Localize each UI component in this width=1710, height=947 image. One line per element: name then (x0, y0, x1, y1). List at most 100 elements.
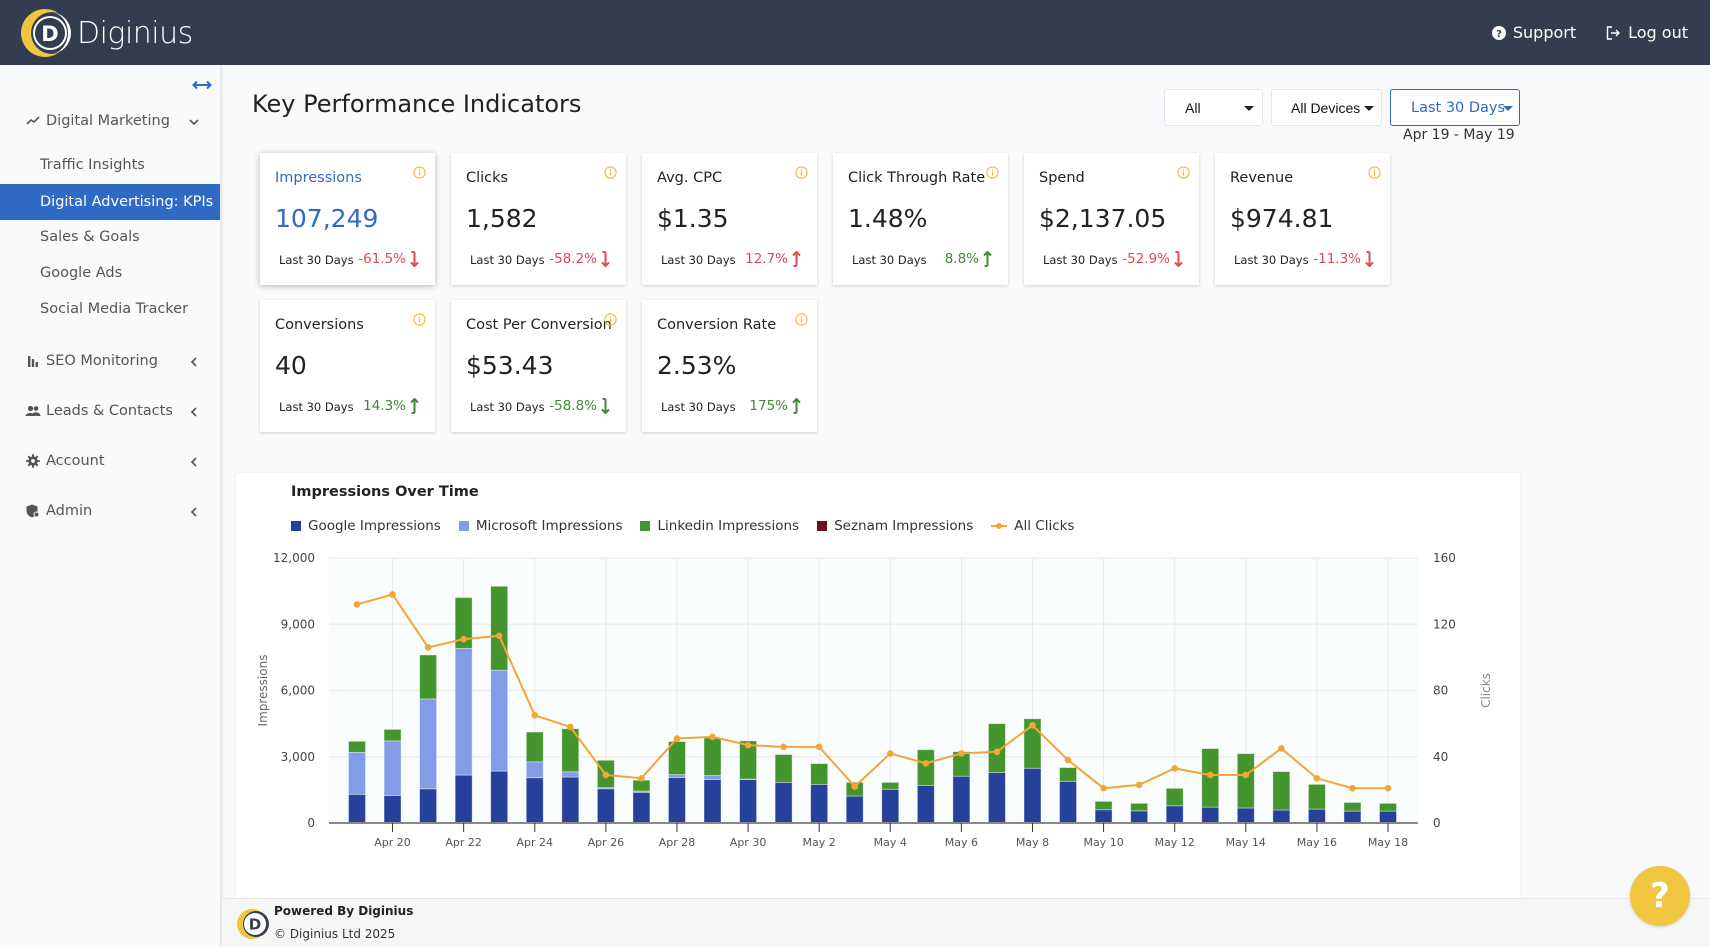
sidebar-item-label: Google Ads (40, 265, 123, 281)
bar-segment-linkedin-impressions (1165, 787, 1184, 807)
sidebar-item-social-media-tracker[interactable]: Social Media Tracker (0, 291, 220, 327)
bar-segment-google-impressions (1094, 809, 1113, 824)
x-tick-label: May 6 (945, 836, 978, 849)
clicks-point (353, 601, 361, 608)
date-period-select[interactable]: Last 30 Days (1390, 89, 1520, 126)
sidebar-group-leads-contacts[interactable]: Leads & Contacts (0, 396, 220, 426)
sidebar-item-label: Social Media Tracker (40, 301, 189, 317)
bar-segment-linkedin-impressions (1236, 753, 1255, 809)
support-link[interactable]: ? Support (1491, 23, 1576, 42)
legend-item-microsoft[interactable]: Microsoft Impressions (458, 518, 622, 534)
info-icon[interactable] (413, 313, 426, 326)
clicks-point (958, 750, 965, 757)
info-icon[interactable] (1177, 166, 1190, 179)
bar-segment-linkedin-impressions (1307, 783, 1326, 810)
bar-segment-google-impressions (810, 783, 829, 824)
kpi-title: Avg. CPC (657, 170, 723, 186)
kpi-card-conversions[interactable]: Conversions 40 Last 30 Days 14.3% (260, 300, 435, 432)
sidebar-item-google-ads[interactable]: Google Ads (0, 255, 220, 291)
clicks-point (1242, 771, 1250, 779)
device-select[interactable]: All Devices (1271, 89, 1382, 126)
kpi-card-click-through-rate[interactable]: Click Through Rate 1.48% Last 30 Days 8.8% (833, 153, 1008, 285)
bar-segment-google-impressions (525, 777, 544, 824)
bar-segment-google-impressions (916, 785, 935, 824)
legend-item-linkedin[interactable]: Linkedin Impressions (640, 518, 799, 534)
chevron-left-icon (187, 454, 201, 468)
kpi-card-cost-per-conversion[interactable]: Cost Per Conversion $53.43 Last 30 Days -58… (451, 300, 626, 432)
x-tick-label: May 4 (874, 836, 907, 849)
x-tick-label: May 12 (1155, 836, 1195, 849)
clicks-point (1064, 756, 1072, 764)
date-period-value: Last 30 Days (1411, 99, 1506, 116)
logout-link[interactable]: Log out (1606, 23, 1688, 42)
legend-item-seznam[interactable]: Seznam Impressions (817, 518, 973, 534)
kpi-title: Impressions (275, 170, 362, 186)
y-tick-label: 9,000 (281, 617, 315, 631)
info-icon[interactable] (986, 166, 999, 179)
info-icon[interactable] (795, 313, 808, 326)
kpi-period: Last 30 Days (470, 400, 545, 414)
sidebar-group-admin[interactable]: Admin (0, 496, 220, 526)
help-question-icon: ? (1650, 876, 1670, 916)
kpi-value: 40 (275, 351, 307, 380)
arrow-up-icon (792, 251, 801, 267)
legend-item-all-clicks[interactable]: All Clicks (991, 518, 1074, 534)
sidebar-group-digital-marketing[interactable]: Digital Marketing (0, 106, 220, 136)
sidebar-item-traffic-insights[interactable]: Traffic Insights (0, 147, 220, 183)
kpi-card-impressions[interactable]: Impressions 107,249 Last 30 Days -61.5% (260, 153, 435, 285)
sidebar-item-label: Traffic Insights (40, 157, 145, 173)
kpi-delta-value: 8.8% (944, 251, 979, 267)
kpi-delta: -58.2% (549, 251, 610, 267)
x-tick-label: May 10 (1083, 836, 1123, 849)
info-icon[interactable] (795, 166, 808, 179)
x-tick-label: May 16 (1297, 836, 1337, 849)
kpi-delta: -61.5% (358, 251, 419, 267)
bar-segment-google-impressions (454, 774, 473, 824)
info-icon[interactable] (604, 313, 617, 326)
device-select-value: All Devices (1291, 99, 1361, 116)
kpi-title: Clicks (466, 170, 509, 186)
legend-label: Google Impressions (308, 518, 441, 534)
kpi-delta-value: 175% (749, 398, 788, 414)
sidebar-item-sales-goals[interactable]: Sales & Goals (0, 219, 220, 255)
clicks-point (495, 632, 503, 640)
chevron-left-icon (187, 354, 201, 368)
kpi-card-avg-cpc[interactable]: Avg. CPC $1.35 Last 30 Days 12.7% (642, 153, 817, 285)
clicks-point (1135, 781, 1143, 789)
platform-select[interactable]: All (1164, 89, 1263, 126)
kpi-value: $53.43 (466, 351, 554, 380)
kpi-delta: 8.8% (945, 251, 992, 267)
sidebar-group-account[interactable]: Account (0, 446, 220, 476)
kpi-card-revenue[interactable]: Revenue $974.81 Last 30 Days -11.3% (1215, 153, 1390, 285)
info-icon[interactable] (413, 166, 426, 179)
clicks-point (993, 748, 1001, 756)
kpi-card-clicks[interactable]: Clicks 1,582 Last 30 Days -58.2% (451, 153, 626, 285)
kpi-card-spend[interactable]: Spend $2,137.05 Last 30 Days -52.9% (1024, 153, 1199, 285)
clicks-point (744, 741, 752, 749)
bar-segment-microsoft-impressions (348, 751, 366, 795)
kpi-card-conversion-rate[interactable]: Conversion Rate 2.53% Last 30 Days 175% (642, 300, 817, 432)
sidebar: Digital Marketing Traffic Insights Digit… (0, 65, 220, 947)
bar-segment-google-impressions (1201, 806, 1220, 824)
sidebar-group-label: SEO Monitoring (46, 353, 158, 369)
bar-segment-google-impressions (952, 775, 971, 824)
kpi-delta: 175% (749, 398, 801, 414)
sidebar-item-digital-advertising-kpis[interactable]: Digital Advertising: KPIs (0, 184, 220, 220)
info-icon[interactable] (1368, 166, 1381, 179)
kpi-delta-value: -61.5% (358, 251, 406, 267)
kpi-delta-value: 14.3% (363, 398, 406, 414)
legend-swatch (640, 521, 651, 531)
brand-logo[interactable]: D Diginius (19, 8, 193, 58)
sidebar-collapse-button[interactable] (192, 77, 212, 91)
help-button[interactable]: ? (1630, 866, 1690, 926)
bar-segment-microsoft-impressions (419, 698, 438, 790)
arrow-down-icon (410, 251, 419, 267)
sidebar-group-seo-monitoring[interactable]: SEO Monitoring (0, 346, 220, 376)
legend-item-google[interactable]: Google Impressions (291, 518, 441, 534)
bar-segment-google-impressions (383, 794, 402, 824)
legend-swatch (458, 521, 469, 531)
info-icon[interactable] (604, 166, 617, 179)
svg-text:D: D (249, 916, 261, 934)
clicks-point (673, 735, 681, 742)
arrow-down-icon (601, 251, 610, 267)
